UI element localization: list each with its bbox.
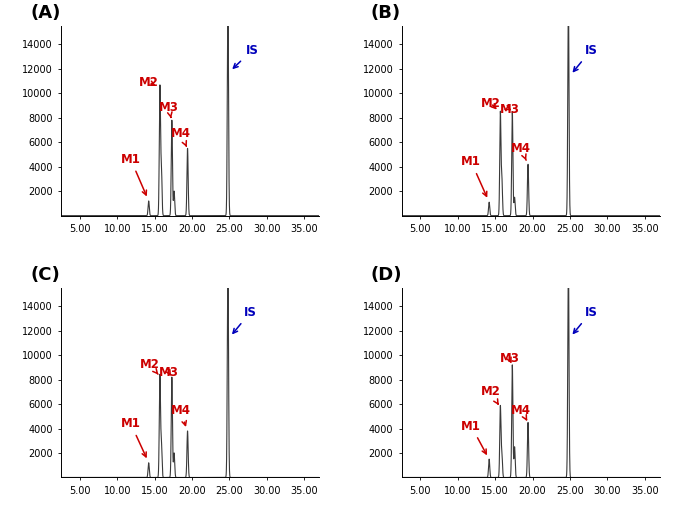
Text: M3: M3	[159, 366, 179, 379]
Text: M3: M3	[159, 101, 179, 117]
Text: M1: M1	[121, 153, 146, 195]
Text: M3: M3	[499, 352, 520, 365]
Text: M2: M2	[481, 385, 500, 404]
Text: M4: M4	[511, 404, 531, 420]
Text: IS: IS	[233, 44, 258, 68]
Text: M4: M4	[511, 142, 531, 160]
Text: M1: M1	[461, 419, 486, 454]
Text: (B): (B)	[371, 4, 401, 22]
Text: IS: IS	[573, 44, 597, 72]
Text: IS: IS	[233, 306, 257, 333]
Text: (C): (C)	[30, 266, 60, 284]
Text: M4: M4	[171, 127, 191, 146]
Text: (A): (A)	[30, 4, 61, 22]
Text: M1: M1	[121, 417, 146, 457]
Text: M2: M2	[139, 76, 158, 89]
Text: M2: M2	[140, 359, 160, 374]
Text: IS: IS	[573, 306, 597, 333]
Text: M3: M3	[499, 103, 520, 116]
Text: M2: M2	[481, 97, 500, 110]
Text: (D): (D)	[371, 266, 402, 284]
Text: M1: M1	[461, 155, 487, 196]
Text: M4: M4	[171, 404, 191, 426]
